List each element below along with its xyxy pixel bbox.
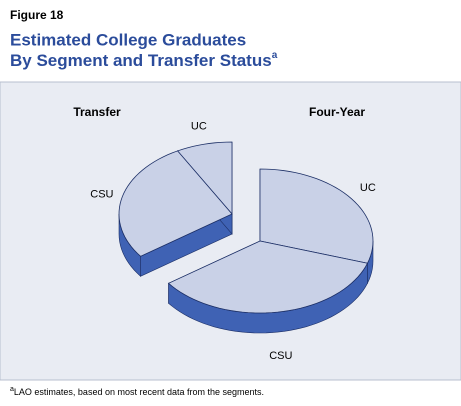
footnote-text: LAO estimates, based on most recent data… <box>14 387 264 397</box>
chart-title: Estimated College Graduates <box>10 30 246 49</box>
slice-label: CSU <box>90 188 113 200</box>
pie-slice <box>118 150 233 257</box>
slice-label: UC <box>360 182 376 194</box>
chart-title: By Segment and Transfer Statusa <box>10 50 278 71</box>
pie-slice <box>259 168 374 264</box>
pie-slice <box>176 141 233 216</box>
footnote: aLAO estimates, based on most recent dat… <box>10 386 264 398</box>
figure-label: Figure 18 <box>10 8 64 22</box>
title-note-mark: a <box>272 50 278 61</box>
footnote-mark: a <box>10 386 14 393</box>
slice-label: UC <box>191 121 207 133</box>
slice-label: CSU <box>269 350 292 362</box>
pie-group-title: Transfer <box>73 105 121 119</box>
title-text: By Segment and Transfer Status <box>10 51 272 70</box>
pie-group-title: Four-Year <box>309 105 365 119</box>
pie-slice <box>167 240 369 314</box>
